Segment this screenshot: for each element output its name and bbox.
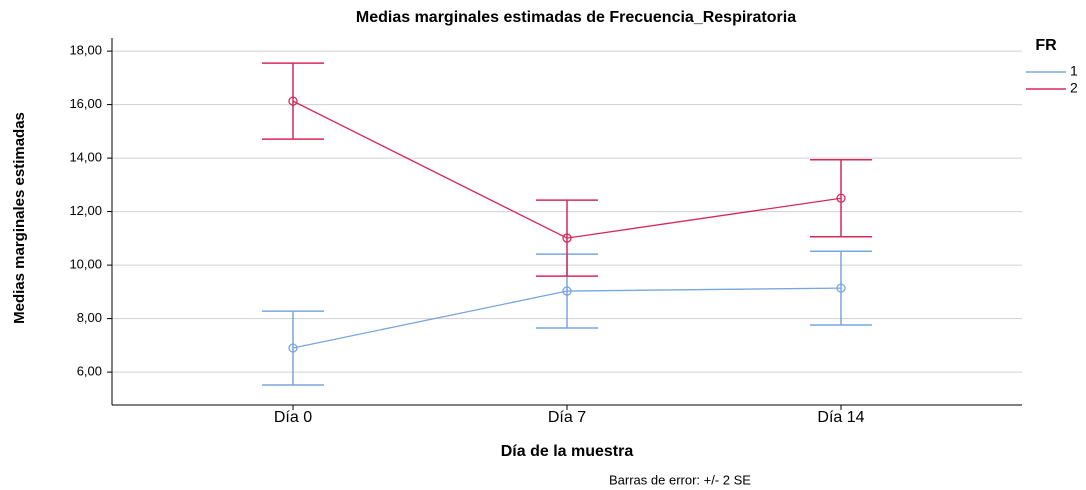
point-marker [562,233,572,243]
footnote: Barras de error: +/- 2 SE [609,472,751,487]
x-tick-label: Día 0 [274,409,312,426]
y-tick-label: 8,00 [77,310,102,325]
legend-label: 1 [1070,63,1078,79]
x-tick-label: Día 7 [548,409,586,426]
y-tick-label: 12,00 [69,203,102,218]
point-marker [836,283,846,293]
legend-label: 2 [1070,80,1078,96]
x-tick-label: Día 14 [817,409,864,426]
chart-title: Medias marginales estimadas de Frecuenci… [356,9,796,26]
point-marker [288,96,298,106]
y-axis-label: Medias marginales estimadas [11,112,28,324]
point-marker [288,343,298,353]
point-marker [562,286,572,296]
y-tick-label: 10,00 [69,257,102,272]
legend-title: FR [1035,37,1057,54]
y-tick-label: 16,00 [69,96,102,111]
x-axis-label: Día de la muestra [501,443,634,460]
y-tick-label: 6,00 [77,364,102,379]
y-tick-label: 18,00 [69,43,102,58]
y-tick-label: 14,00 [69,150,102,165]
point-marker [836,193,846,203]
